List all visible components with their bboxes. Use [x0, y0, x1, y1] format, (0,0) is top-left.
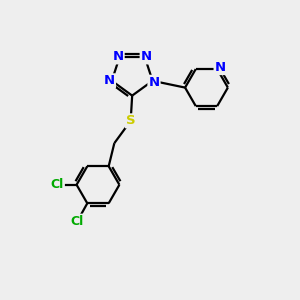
Text: N: N: [214, 61, 226, 74]
Text: Cl: Cl: [51, 178, 64, 191]
Text: S: S: [126, 114, 136, 128]
Text: N: N: [104, 74, 115, 87]
Text: N: N: [112, 50, 124, 63]
Text: N: N: [141, 50, 152, 63]
Text: Cl: Cl: [70, 214, 83, 228]
Text: N: N: [148, 76, 160, 89]
